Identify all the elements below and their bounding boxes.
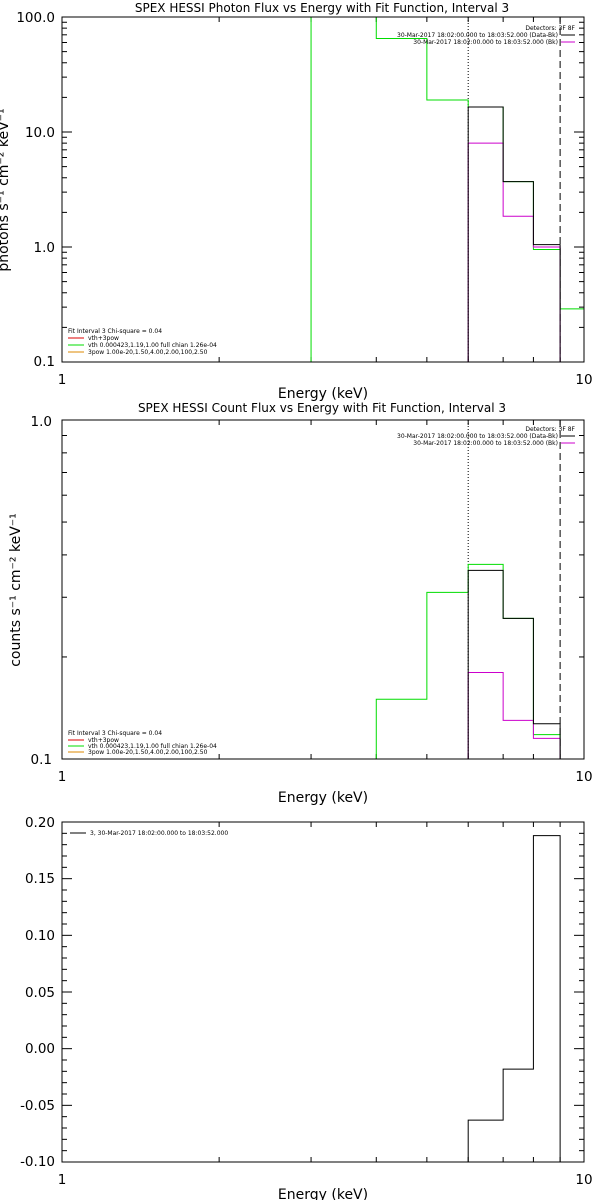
- panel1-title: SPEX HESSI Photon Flux vs Energy with Fi…: [135, 1, 509, 15]
- panel1-frame: [61, 16, 585, 363]
- panel3-frame: [61, 821, 585, 1163]
- histogram-series-2: [467, 569, 561, 759]
- panel2-y-axis-label: counts s⁻¹ cm⁻² keV⁻¹: [8, 513, 24, 667]
- panel1-ytick-label: 10.0: [25, 125, 55, 141]
- panel2-detectors-label: Detectors: 3F 8F: [525, 426, 575, 433]
- panel1-y-tick-labels: 100.0 10.0 1.0 0.1: [16, 10, 55, 370]
- panel2-legend-bk-text: 30-Mar-2017 18:02:00.000 to 18:03:52.000…: [413, 440, 558, 447]
- panel3-ytick-label: -0.10: [20, 1154, 55, 1170]
- panel1-y-axis-label: photons s⁻¹ cm⁻² keV⁻¹: [0, 108, 12, 271]
- panel2-data-layer: [62, 420, 584, 760]
- panel2-legend-3pow-text: 3pow 1.00e-20,1.50,4.00,2.00,100,2.50: [88, 749, 208, 756]
- panel3-y-tick-labels: 0.20 0.15 0.10 0.05 0.00 -0.05 -0.10: [20, 815, 55, 1170]
- panel1-legend-bk-text: 30-Mar-2017 18:02:00.000 to 18:03:52.000…: [413, 39, 558, 46]
- histogram-series-2: [467, 106, 561, 362]
- panel2-xtick-label: 1: [58, 769, 67, 785]
- panel3-ytick-label: 0.20: [25, 815, 55, 831]
- panel3-ytick-label: 0.10: [25, 928, 55, 944]
- panel1-ytick-label: 1.0: [34, 240, 55, 256]
- histogram-series-0: [62, 16, 585, 363]
- panel2-ytick-label: 0.1: [31, 752, 52, 768]
- panel3-xtick-label: 10: [575, 1172, 592, 1188]
- panel3-data-layer: [62, 821, 584, 1163]
- panel1-data-layer: [62, 16, 585, 363]
- panel2-xtick-label: 10: [575, 769, 592, 785]
- panel2-legend-data-text: 30-Mar-2017 18:02:00.000 to 18:03:52.000…: [397, 433, 558, 440]
- panel2-ytick-label: 1.0: [31, 414, 52, 430]
- panel3-legend-text: 3, 30-Mar-2017 18:02:00.000 to 18:03:52.…: [90, 830, 228, 837]
- histogram-series-1: [467, 142, 561, 362]
- panel1-legend-data-text: 30-Mar-2017 18:02:00.000 to 18:03:52.000…: [397, 32, 558, 39]
- photon-flux-panel: SPEX HESSI Photon Flux vs Energy with Fi…: [0, 1, 593, 402]
- panel1-x-axis-label: Energy (keV): [278, 386, 368, 402]
- panel1-legend-fit-interval: Fit Interval 3 Chi-square = 0.04: [68, 328, 162, 335]
- panel2-frame: [61, 419, 585, 760]
- histogram-series-0: [375, 563, 561, 759]
- panel1-detectors-label: Detectors: 3F 8F: [525, 25, 575, 32]
- panel1-legend-3pow-text: 3pow 1.00e-20,1.50,4.00,2.00,100,2.50: [88, 349, 208, 356]
- panel3-ytick-label: 0.15: [25, 871, 55, 887]
- panel2-legend-fit-interval: Fit Interval 3 Chi-square = 0.04: [68, 730, 162, 737]
- panel1-xtick-label: 1: [58, 372, 67, 388]
- panel2-legend-vth-text: vth 0.000423,1.19,1.00 full chian 1.26e-…: [88, 743, 217, 750]
- panel1-xtick-label: 10: [575, 372, 592, 388]
- panel1-ytick-label: 0.1: [34, 354, 55, 370]
- residual-panel: 0.20 0.15 0.10 0.05 0.00 -0.05 -0.10 1 1…: [20, 815, 593, 1200]
- histogram-series-1: [467, 671, 561, 759]
- panel1-legend-vth-text: vth 0.000423,1.19,1.00 full chian 1.26e-…: [88, 342, 217, 349]
- panel2-y-tick-labels: 1.0 0.1: [31, 414, 52, 768]
- panel2-legend-model-text: vth+3pow: [88, 737, 119, 744]
- panel3-ytick-label: 0.00: [25, 1041, 55, 1057]
- panel3-xtick-label: 1: [58, 1172, 67, 1188]
- panel1-legend-model-text: vth+3pow: [88, 335, 119, 342]
- panel2-x-axis-label: Energy (keV): [278, 790, 368, 806]
- count-flux-panel: SPEX HESSI Count Flux vs Energy with Fit…: [8, 401, 593, 806]
- panel3-x-axis-label: Energy (keV): [278, 1187, 368, 1200]
- panel1-ytick-label: 100.0: [16, 10, 55, 26]
- histogram-series-0: [467, 835, 561, 1162]
- panel2-title: SPEX HESSI Count Flux vs Energy with Fit…: [138, 401, 506, 415]
- panel3-ytick-label: -0.05: [20, 1098, 55, 1114]
- panel3-ytick-label: 0.05: [25, 985, 55, 1001]
